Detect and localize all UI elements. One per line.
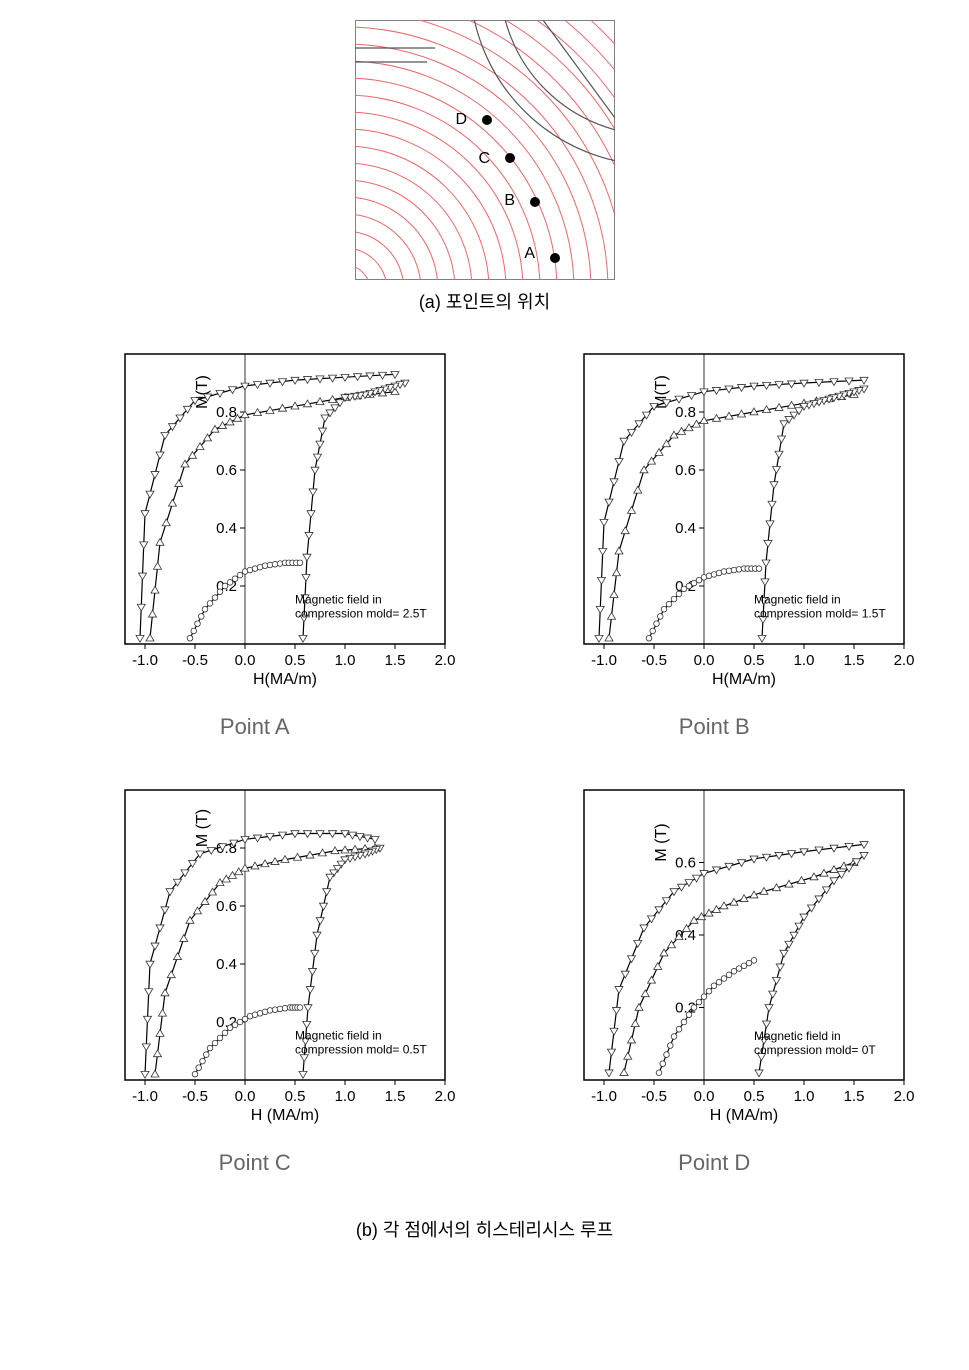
svg-text:Magnetic field in: Magnetic field in — [754, 1029, 841, 1043]
hysteresis-chart-d: -1.0-0.50.00.51.01.52.0H (MA/m)0.20.40.6… — [514, 780, 914, 1130]
svg-text:-0.5: -0.5 — [182, 652, 208, 669]
charts-grid: -1.0-0.50.00.51.01.52.0H(MA/m)0.20.40.60… — [40, 344, 929, 1206]
svg-text:compression mold= 1.5T: compression mold= 1.5T — [754, 606, 886, 620]
svg-text:0.6: 0.6 — [216, 462, 237, 479]
svg-text:2.0: 2.0 — [894, 652, 914, 669]
chart-cell-b: -1.0-0.50.00.51.01.52.0H(MA/m)0.20.40.60… — [514, 344, 914, 770]
svg-text:M (T): M (T) — [653, 823, 670, 861]
svg-text:H (MA/m): H (MA/m) — [251, 1107, 319, 1124]
svg-text:compression mold= 0T: compression mold= 0T — [754, 1043, 876, 1057]
hysteresis-chart-a: -1.0-0.50.00.51.01.52.0H(MA/m)0.20.40.60… — [55, 344, 455, 694]
hysteresis-chart-b: -1.0-0.50.00.51.01.52.0H(MA/m)0.20.40.60… — [514, 344, 914, 694]
svg-text:M (T): M (T) — [194, 809, 211, 847]
svg-text:-0.5: -0.5 — [641, 1088, 667, 1105]
svg-text:0.5: 0.5 — [744, 1088, 765, 1105]
svg-text:0.5: 0.5 — [284, 652, 305, 669]
svg-text:0.6: 0.6 — [675, 855, 696, 872]
svg-text:Magnetic field in: Magnetic field in — [754, 592, 841, 606]
svg-text:-1.0: -1.0 — [591, 652, 617, 669]
svg-text:0.0: 0.0 — [234, 1088, 255, 1105]
svg-text:0.4: 0.4 — [216, 520, 237, 537]
svg-text:-1.0: -1.0 — [132, 652, 158, 669]
svg-text:0.8: 0.8 — [216, 404, 237, 421]
svg-text:0.0: 0.0 — [234, 652, 255, 669]
hysteresis-chart-c: -1.0-0.50.00.51.01.52.0H (MA/m)0.20.40.6… — [55, 780, 455, 1130]
svg-text:Magnetic field in: Magnetic field in — [295, 592, 382, 606]
svg-text:0.4: 0.4 — [675, 520, 696, 537]
chart-cell-c: -1.0-0.50.00.51.01.52.0H (MA/m)0.20.40.6… — [55, 780, 455, 1206]
top-diagram-container: A B C D (a) 포인트의 위치 — [40, 20, 929, 314]
caption-a: (a) 포인트의 위치 — [419, 288, 550, 314]
caption-b: (b) 각 점에서의 히스테리시스 루프 — [40, 1216, 929, 1242]
svg-text:H(MA/m): H(MA/m) — [712, 671, 776, 688]
point-label-b: Point B — [679, 714, 750, 740]
svg-text:0.8: 0.8 — [675, 404, 696, 421]
svg-text:1.5: 1.5 — [844, 652, 865, 669]
point-label-d: Point D — [678, 1150, 750, 1176]
point-label-c: Point C — [219, 1150, 291, 1176]
svg-text:1.0: 1.0 — [794, 1088, 815, 1105]
chart-cell-d: -1.0-0.50.00.51.01.52.0H (MA/m)0.20.40.6… — [514, 780, 914, 1206]
svg-text:H(MA/m): H(MA/m) — [253, 671, 317, 688]
point-label-a: Point A — [220, 714, 290, 740]
point-position-diagram: A B C D — [355, 20, 615, 280]
svg-text:compression mold= 2.5T: compression mold= 2.5T — [295, 606, 427, 620]
svg-text:A: A — [524, 245, 535, 262]
svg-text:2.0: 2.0 — [434, 1088, 454, 1105]
svg-text:2.0: 2.0 — [894, 1088, 914, 1105]
svg-text:D: D — [455, 111, 467, 128]
svg-text:0.5: 0.5 — [744, 652, 765, 669]
svg-text:0.6: 0.6 — [216, 898, 237, 915]
svg-text:-1.0: -1.0 — [591, 1088, 617, 1105]
svg-text:0.5: 0.5 — [284, 1088, 305, 1105]
svg-text:1.0: 1.0 — [794, 652, 815, 669]
svg-text:1.5: 1.5 — [844, 1088, 865, 1105]
svg-text:0.6: 0.6 — [675, 462, 696, 479]
svg-text:B: B — [504, 192, 515, 209]
svg-text:-0.5: -0.5 — [641, 652, 667, 669]
svg-text:0.0: 0.0 — [694, 1088, 715, 1105]
svg-text:0.4: 0.4 — [216, 956, 237, 973]
svg-text:1.0: 1.0 — [334, 1088, 355, 1105]
svg-text:0.0: 0.0 — [694, 652, 715, 669]
svg-text:-0.5: -0.5 — [182, 1088, 208, 1105]
svg-text:1.0: 1.0 — [334, 652, 355, 669]
svg-text:1.5: 1.5 — [384, 652, 405, 669]
svg-text:H (MA/m): H (MA/m) — [710, 1107, 778, 1124]
svg-text:1.5: 1.5 — [384, 1088, 405, 1105]
svg-text:compression mold= 0.5T: compression mold= 0.5T — [295, 1042, 427, 1056]
svg-text:Magnetic field in: Magnetic field in — [295, 1028, 382, 1042]
svg-text:M(T): M(T) — [194, 375, 211, 409]
svg-text:2.0: 2.0 — [434, 652, 454, 669]
chart-cell-a: -1.0-0.50.00.51.01.52.0H(MA/m)0.20.40.60… — [55, 344, 455, 770]
svg-text:-1.0: -1.0 — [132, 1088, 158, 1105]
svg-text:C: C — [478, 150, 490, 167]
